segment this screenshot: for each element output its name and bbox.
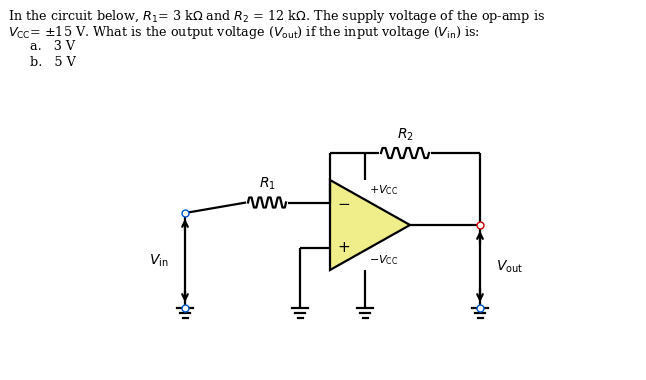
Text: $+V_{\rm CC}$: $+V_{\rm CC}$: [369, 183, 399, 197]
Text: $+$: $+$: [337, 240, 350, 255]
Text: $V_\mathrm{in}$: $V_\mathrm{in}$: [149, 252, 169, 269]
Text: a.   3 V: a. 3 V: [30, 40, 75, 53]
Text: $V_\mathrm{out}$: $V_\mathrm{out}$: [496, 258, 523, 275]
Text: In the circuit below, $R_1$= 3 k$\Omega$ and $R_2$ = 12 k$\Omega$. The supply vo: In the circuit below, $R_1$= 3 k$\Omega$…: [8, 8, 545, 25]
Text: $R_2$: $R_2$: [397, 127, 413, 143]
Text: b.   5 V: b. 5 V: [30, 56, 76, 69]
Text: $V_\mathrm{CC}$= $\pm$15 V. What is the output voltage ($V_\mathrm{out}$) if the: $V_\mathrm{CC}$= $\pm$15 V. What is the …: [8, 24, 480, 41]
Text: $R_1$: $R_1$: [258, 176, 275, 193]
Text: $-V_{\rm CC}$: $-V_{\rm CC}$: [369, 253, 399, 267]
Text: $-$: $-$: [337, 195, 350, 210]
Polygon shape: [330, 180, 410, 270]
